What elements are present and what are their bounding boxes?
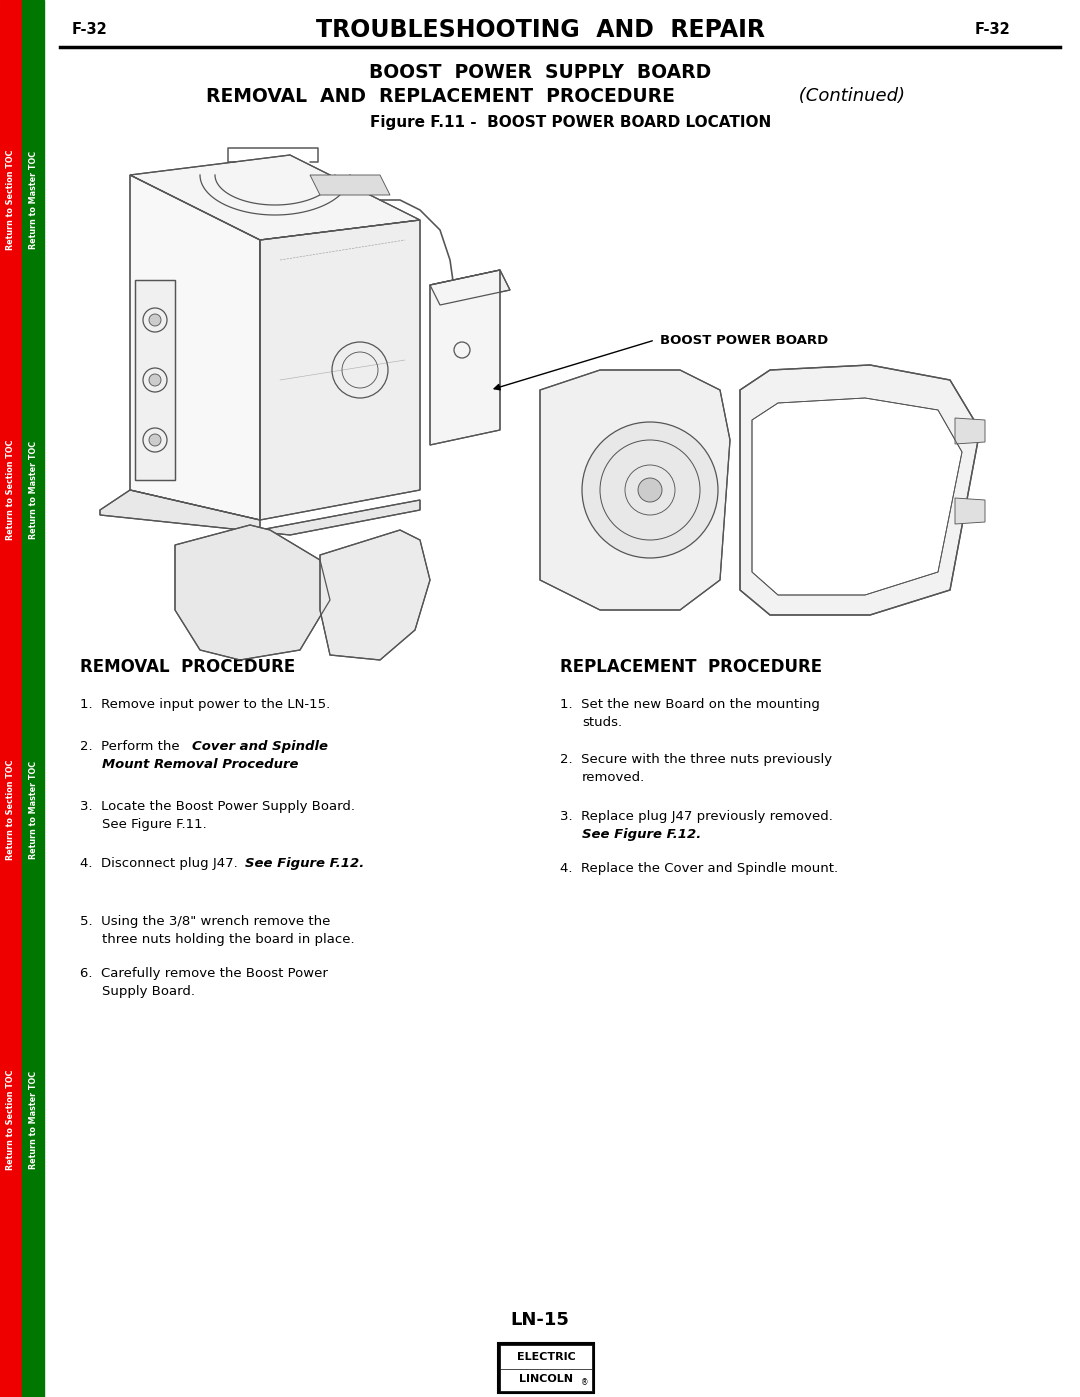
Text: BOOST POWER BOARD: BOOST POWER BOARD [660,334,828,346]
Polygon shape [752,398,962,595]
Text: studs.: studs. [582,717,622,729]
Text: 4.  Disconnect plug J47.: 4. Disconnect plug J47. [80,856,242,870]
Text: REMOVAL  PROCEDURE: REMOVAL PROCEDURE [80,658,295,676]
Text: LINCOLN: LINCOLN [519,1375,573,1384]
Text: F-32: F-32 [72,22,108,38]
Circle shape [582,422,718,557]
Polygon shape [310,175,390,196]
Text: BOOST  POWER  SUPPLY  BOARD: BOOST POWER SUPPLY BOARD [369,63,711,81]
Text: (Continued): (Continued) [793,87,905,105]
Text: Return to Section TOC: Return to Section TOC [6,149,15,250]
Text: LN-15: LN-15 [511,1310,569,1329]
Text: See Figure F.12.: See Figure F.12. [245,856,364,870]
Text: Return to Master TOC: Return to Master TOC [28,1071,38,1169]
Polygon shape [430,270,510,305]
Text: Return to Master TOC: Return to Master TOC [28,151,38,249]
Polygon shape [540,370,730,610]
Text: 5.  Using the 3/8" wrench remove the: 5. Using the 3/8" wrench remove the [80,915,330,928]
Text: REPLACEMENT  PROCEDURE: REPLACEMENT PROCEDURE [561,658,822,676]
Polygon shape [955,418,985,444]
Bar [500,1368,592,1391]
Text: ELECTRIC: ELECTRIC [516,1351,576,1362]
Text: See Figure F.11.: See Figure F.11. [102,819,206,831]
Text: 2.  Secure with the three nuts previously: 2. Secure with the three nuts previously [561,753,832,766]
Text: 2.  Perform the: 2. Perform the [80,740,184,753]
Text: TROUBLESHOOTING  AND  REPAIR: TROUBLESHOOTING AND REPAIR [315,18,765,42]
Text: 4.  Replace the Cover and Spindle mount.: 4. Replace the Cover and Spindle mount. [561,862,838,875]
Text: ®: ® [581,1379,589,1387]
Text: Return to Master TOC: Return to Master TOC [28,441,38,539]
Text: F-32: F-32 [974,22,1010,38]
Text: Return to Section TOC: Return to Section TOC [6,1070,15,1171]
Text: REMOVAL  AND  REPLACEMENT  PROCEDURE: REMOVAL AND REPLACEMENT PROCEDURE [205,87,674,106]
Text: Return to Section TOC: Return to Section TOC [6,440,15,541]
Text: removed.: removed. [582,771,645,784]
Bar [500,1345,592,1369]
Text: See Figure F.12.: See Figure F.12. [582,828,701,841]
Text: 3.  Replace plug J47 previously removed.: 3. Replace plug J47 previously removed. [561,810,833,823]
Text: Return to Master TOC: Return to Master TOC [28,761,38,859]
Circle shape [149,434,161,446]
Text: Supply Board.: Supply Board. [102,985,195,997]
Text: Mount Removal Procedure: Mount Removal Procedure [102,759,298,771]
Polygon shape [130,155,420,240]
Text: Cover and Spindle: Cover and Spindle [192,740,328,753]
Text: Return to Section TOC: Return to Section TOC [6,760,15,861]
Polygon shape [740,365,980,615]
Polygon shape [135,279,175,481]
FancyBboxPatch shape [498,1343,594,1393]
Circle shape [149,374,161,386]
Polygon shape [955,497,985,524]
Polygon shape [175,525,330,659]
Circle shape [149,314,161,326]
Polygon shape [100,490,420,535]
Text: three nuts holding the board in place.: three nuts holding the board in place. [102,933,354,946]
Circle shape [638,478,662,502]
Text: 6.  Carefully remove the Boost Power: 6. Carefully remove the Boost Power [80,967,328,981]
Text: .: . [284,759,288,771]
Text: Figure F.11 -  BOOST POWER BOARD LOCATION: Figure F.11 - BOOST POWER BOARD LOCATION [370,116,771,130]
Text: 1.  Set the new Board on the mounting: 1. Set the new Board on the mounting [561,698,820,711]
Polygon shape [320,529,430,659]
Text: 1.  Remove input power to the LN-15.: 1. Remove input power to the LN-15. [80,698,330,711]
Bar [22,0,44,1397]
Polygon shape [430,270,500,446]
Bar [0,0,22,1397]
Polygon shape [130,175,260,520]
Text: 3.  Locate the Boost Power Supply Board.: 3. Locate the Boost Power Supply Board. [80,800,355,813]
Polygon shape [260,219,420,520]
